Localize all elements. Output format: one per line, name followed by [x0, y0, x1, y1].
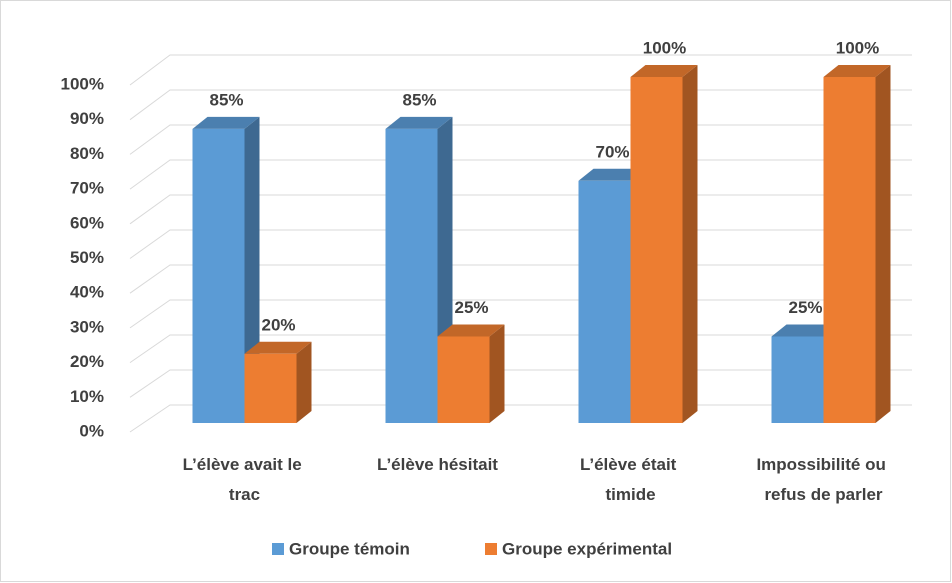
- bar-front: [771, 336, 824, 423]
- y-tick-label: 30%: [70, 317, 104, 336]
- legend-label: Groupe expérimental: [502, 539, 672, 558]
- value-label: 100%: [643, 38, 686, 57]
- y-tick-label: 80%: [70, 144, 104, 163]
- value-label: 25%: [454, 298, 488, 317]
- legend-swatch: [272, 543, 284, 555]
- value-label: 85%: [402, 90, 436, 109]
- bar: [385, 116, 453, 424]
- bar-side: [875, 65, 891, 423]
- legend-label: Groupe témoin: [289, 539, 410, 558]
- bar-side: [489, 324, 505, 423]
- y-tick-label: 60%: [70, 213, 104, 232]
- y-tick-label: 90%: [70, 109, 104, 128]
- value-label: 100%: [836, 38, 879, 57]
- y-tick-label: 20%: [70, 352, 104, 371]
- bar-top: [771, 324, 839, 337]
- bar: [823, 65, 891, 423]
- bar: [244, 341, 312, 423]
- bar-top: [578, 168, 646, 181]
- value-label: 25%: [788, 298, 822, 317]
- bar-top: [437, 324, 505, 337]
- x-tick-label: L’élève était timide: [580, 455, 681, 504]
- bar-front: [192, 128, 245, 423]
- bar-top: [385, 116, 453, 129]
- legend-swatch: [485, 543, 497, 555]
- bar-top: [244, 341, 312, 354]
- y-tick-label: 70%: [70, 179, 104, 198]
- value-label: 20%: [261, 315, 295, 334]
- bar-front: [630, 77, 683, 423]
- bar-front: [437, 336, 490, 423]
- y-tick-label: 100%: [61, 74, 104, 93]
- bar: [192, 116, 260, 424]
- x-tick-label: L’élève avait le trac: [183, 455, 307, 504]
- bar: [630, 65, 698, 423]
- bar-side: [682, 65, 698, 423]
- grid-line: [129, 54, 912, 86]
- bar-side: [296, 341, 312, 423]
- y-tick-label: 50%: [70, 248, 104, 267]
- bar: [437, 324, 505, 423]
- bar-top: [192, 116, 260, 129]
- y-tick-label: 0%: [79, 421, 104, 440]
- value-label: 70%: [595, 142, 629, 161]
- bar-front: [244, 353, 297, 423]
- x-tick-label: L’élève hésitait: [377, 455, 498, 474]
- bar-front: [385, 128, 438, 423]
- bar-top: [823, 65, 891, 77]
- y-tick-label: 10%: [70, 387, 104, 406]
- value-label: 85%: [209, 90, 243, 109]
- bar-front: [578, 180, 631, 423]
- y-tick-label: 40%: [70, 283, 104, 302]
- bar-top: [630, 65, 698, 77]
- bar-front: [823, 77, 876, 423]
- x-tick-label: Impossibilité ou refus de parler: [756, 455, 890, 504]
